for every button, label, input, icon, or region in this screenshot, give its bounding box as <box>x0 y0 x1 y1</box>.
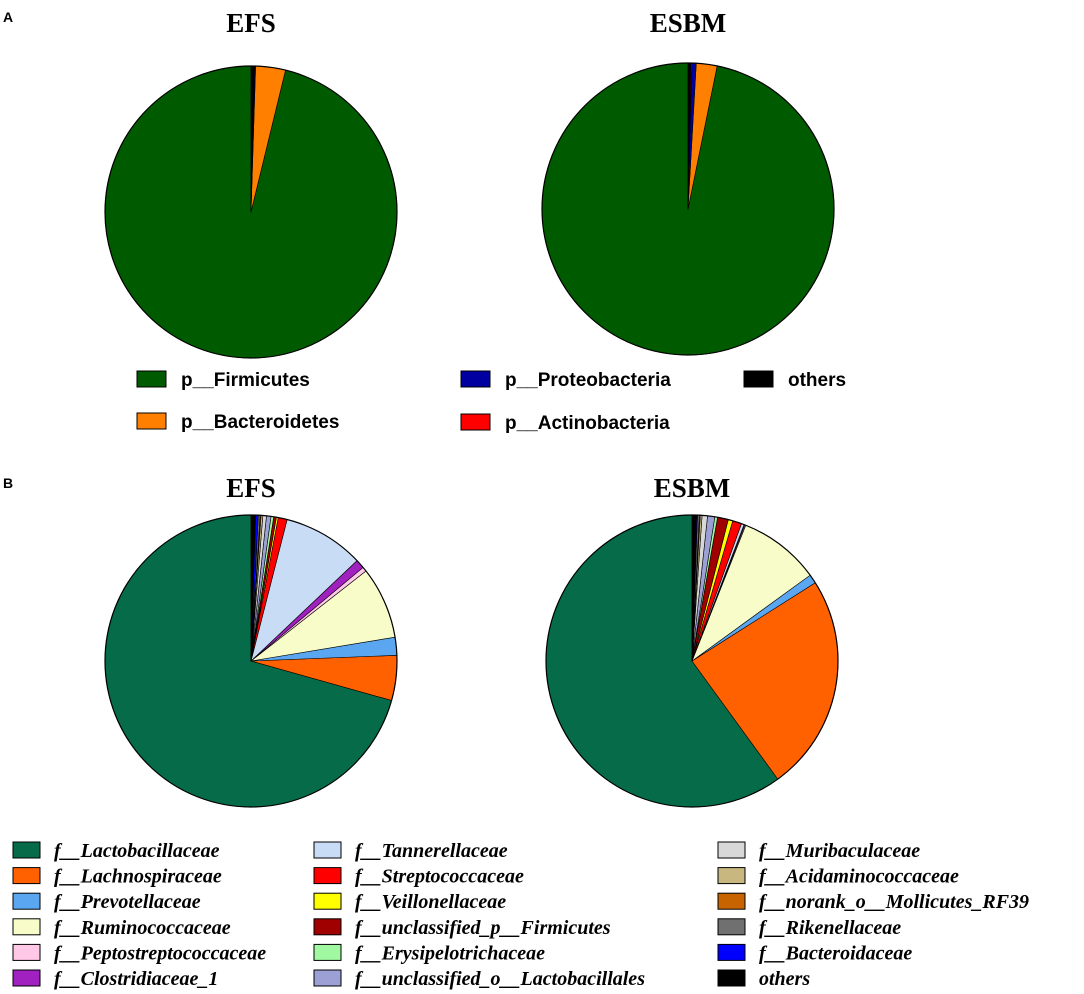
panel-b-label: B <box>3 475 13 491</box>
legend-b-swatch-f-acidaminococcaceae <box>717 867 746 885</box>
pie-b-esbm <box>545 514 839 808</box>
legend-a-swatch-p-bacteroidetes <box>136 412 167 430</box>
legend-b-swatch-f-norank-o-mollicutes-rf39 <box>717 892 746 910</box>
legend-b-label-f-unclassified-p-firmicutes: f__unclassified_p__Firmicutes <box>355 917 611 939</box>
legend-a-label-p-bacteroidetes: p__Bacteroidetes <box>181 412 339 433</box>
legend-b-label-f-muribaculaceae: f__Muribaculaceae <box>759 840 920 862</box>
legend-b-label-f-lactobacillaceae: f__Lactobacillaceae <box>54 840 220 862</box>
legend-b-label-f-clostridiaceae-1: f__Clostridiaceae_1 <box>54 968 218 990</box>
legend-a-swatch-p-firmicutes <box>136 370 167 388</box>
pie-a-esbm-outline <box>541 62 835 356</box>
legend-b-label-f-unclassified-o-lactobacillales: f__unclassified_o__Lactobacillales <box>355 968 645 990</box>
legend-b-label-f-prevotellaceae: f__Prevotellaceae <box>54 891 201 913</box>
legend-a-label-p-proteobacteria: p__Proteobacteria <box>505 370 671 391</box>
legend-a: p__Firmicutes p__Bacteroidetes p__Proteoba… <box>136 370 846 434</box>
legend-b-label-f-rikenellaceae: f__Rikenellaceae <box>759 917 901 939</box>
pie-b-efs <box>104 514 398 808</box>
panel-a-label: A <box>3 9 13 25</box>
legend-b-swatch-f-prevotellaceae <box>12 892 41 910</box>
legend-b-label-f-norank-o-mollicutes-rf39: f__norank_o__Mollicutes_RF39 <box>759 891 1029 913</box>
legend-b-swatch-f-lachnospiraceae <box>12 867 41 885</box>
legend-b-swatch-f-bacteroidaceae <box>717 943 746 961</box>
pie-b-esbm-title: ESBM <box>654 473 731 503</box>
legend-b-swatch-f-rikenellaceae <box>717 918 746 936</box>
pie-a-efs-outline <box>104 65 398 359</box>
legend-b-swatch-f-erysipelotrichaceae <box>313 943 342 961</box>
legend-b-swatch-f-muribaculaceae <box>717 841 746 859</box>
legend-b-label-f-veillonellaceae: f__Veillonellaceae <box>355 891 506 913</box>
pie-a-esbm <box>541 62 835 356</box>
legend-b-label-f-peptostreptococcaceae: f__Peptostreptococcaceae <box>54 942 266 964</box>
legend-b-label-f-tannerellaceae: f__Tannerellaceae <box>355 840 508 862</box>
legend-a-label-others: others <box>788 370 846 391</box>
legend-b-swatch-f-ruminococcaceae <box>12 918 41 936</box>
pie-a-efs <box>104 65 398 359</box>
legend-a-label-p-actinobacteria: p__Actinobacteria <box>505 413 670 434</box>
legend-b-swatch-f-peptostreptococcaceae <box>12 943 41 961</box>
legend-b-swatch-f-unclassified-o-lactobacillales <box>313 969 342 987</box>
legend-a-swatch-others <box>743 370 774 388</box>
legend-a-swatch-p-proteobacteria <box>460 370 491 388</box>
legend-a-swatch-p-actinobacteria <box>460 413 491 431</box>
pie-a-efs-title: EFS <box>226 8 276 38</box>
pie-b-efs-outline <box>104 514 398 808</box>
legend-b-label-f-lachnospiraceae: f__Lachnospiraceae <box>54 866 222 888</box>
legend-b-swatch-f-veillonellaceae <box>313 892 342 910</box>
legend-b-label-f-ruminococcaceae: f__Ruminococcaceae <box>54 917 231 939</box>
legend-b-label-f-streptococcaceae: f__Streptococcaceae <box>355 866 524 888</box>
legend-b-swatch-f-tannerellaceae <box>313 841 342 859</box>
legend-b-label-f-bacteroidaceae: f__Bacteroidaceae <box>759 942 912 964</box>
legend-a-label-p-firmicutes: p__Firmicutes <box>181 370 310 391</box>
legend-b-label-f-acidaminococcaceae: f__Acidaminococcaceae <box>759 866 959 888</box>
legend-b-label-others: others <box>759 968 810 990</box>
pie-b-efs-title: EFS <box>226 473 276 503</box>
legend-b-swatch-f-clostridiaceae-1 <box>12 969 41 987</box>
legend-b-swatch-f-lactobacillaceae <box>12 841 41 859</box>
legend-b-swatch-f-streptococcaceae <box>313 867 342 885</box>
pie-b-esbm-outline <box>545 514 839 808</box>
legend-b-label-f-erysipelotrichaceae: f__Erysipelotrichaceae <box>355 942 545 964</box>
legend-b-swatch-others <box>717 969 746 987</box>
legend-b-swatch-f-unclassified-p-firmicutes <box>313 918 342 936</box>
pie-a-esbm-title: ESBM <box>650 8 727 38</box>
legend-b: f__Lactobacillaceae f__Lachnospiraceae f__… <box>12 840 1029 990</box>
